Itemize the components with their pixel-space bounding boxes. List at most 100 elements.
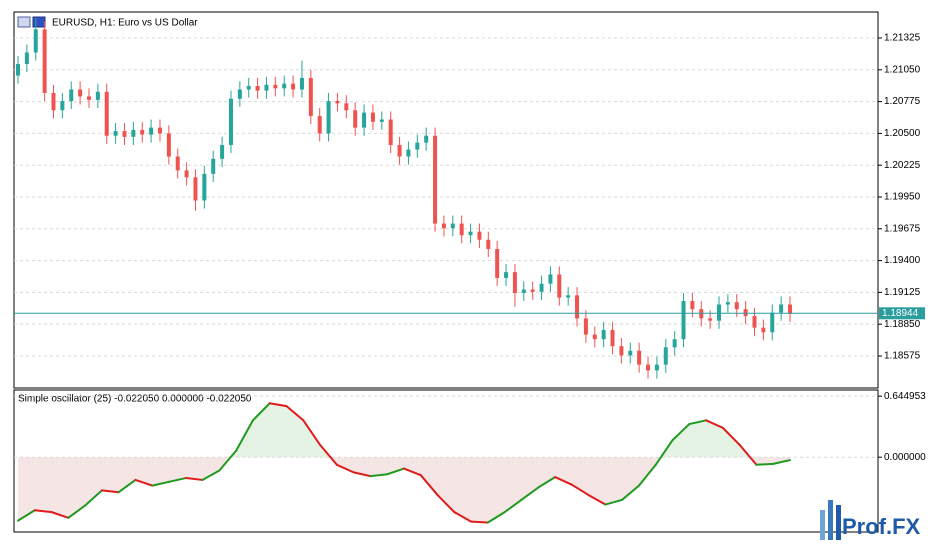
candle-body (441, 223, 446, 229)
oscillator-segment (637, 463, 657, 487)
candle-body (299, 77, 304, 90)
candle-body (202, 173, 207, 201)
y-tick-label: 1.21050 (884, 64, 921, 75)
candle-body (78, 89, 83, 97)
candle-body (406, 149, 411, 157)
oscillator-segment (537, 476, 557, 489)
candle-body (291, 83, 296, 90)
candle-body (788, 304, 792, 314)
candle-body (388, 119, 393, 145)
candle-body (619, 346, 624, 356)
oscillator-segment (100, 489, 120, 494)
candle-body (663, 347, 668, 365)
candle-body (157, 127, 162, 134)
y-tick-label: 1.21325 (884, 33, 921, 44)
candle-body (104, 91, 109, 136)
oscillator-segment (403, 467, 422, 477)
candle-body (779, 304, 784, 313)
oscillator-segment (50, 511, 70, 519)
candle-body (51, 92, 56, 111)
candle-body (477, 231, 482, 240)
y-tick-label: 1.18850 (884, 319, 921, 330)
candle-body (326, 101, 331, 134)
candle-body (95, 91, 100, 100)
candle-body (610, 329, 615, 347)
oscillator-segment (419, 474, 439, 497)
oscillator-segment (738, 443, 758, 466)
y-tick-label: 1.19125 (884, 287, 921, 298)
candle-body (521, 289, 526, 293)
candle-body (353, 110, 358, 128)
main-pane (13, 11, 879, 389)
candle-body (362, 112, 367, 128)
candle-body (113, 131, 118, 136)
oscillator-segment (721, 426, 741, 446)
candle-body (415, 142, 420, 150)
candle-body (42, 29, 47, 93)
area-above (230, 403, 751, 458)
candle-body (69, 89, 74, 102)
candle-body (450, 223, 455, 229)
candle-body (220, 144, 225, 159)
oscillator-segment (386, 467, 405, 476)
candle-body (512, 272, 517, 293)
candle-body (592, 334, 597, 340)
candle-body (752, 316, 757, 328)
candle-body (725, 302, 730, 305)
candle-body (131, 129, 136, 137)
oscillator-segment (335, 463, 355, 474)
candle-body (149, 127, 154, 135)
candle-body (566, 295, 571, 298)
candle-body (637, 350, 642, 365)
oscillator-segment (503, 498, 523, 514)
y-tick-label: 1.19400 (884, 255, 921, 266)
candle-body (397, 144, 402, 157)
oscillator-segment (520, 486, 540, 501)
candle-body (273, 84, 278, 89)
candle-body (681, 301, 686, 340)
candle-body (548, 274, 553, 284)
y-tick-label: 0.000000 (884, 452, 926, 463)
candle-body (86, 96, 91, 100)
candle-body (495, 249, 500, 278)
oscillator-segment (251, 402, 271, 422)
candle-body (344, 103, 349, 111)
y-tick-label: 1.20225 (884, 160, 921, 171)
candle-body (211, 158, 216, 174)
candle-body (60, 101, 65, 111)
oscillator-segment (235, 419, 254, 452)
oscillator-title: Simple oscillator (25) -0.022050 0.00000… (18, 394, 252, 405)
oscillator-segment (134, 478, 154, 487)
candle-body (255, 85, 260, 91)
candle-body (717, 304, 722, 321)
oscillator-segment (151, 480, 171, 487)
candle-body (16, 64, 20, 76)
oscillator-segment (218, 449, 238, 472)
candle-body (539, 283, 544, 292)
oscillator-segment (570, 483, 590, 497)
y-tick-label: 1.18575 (884, 351, 921, 362)
candle-body (654, 364, 659, 371)
oscillator-segment (705, 419, 724, 429)
candle-body (734, 302, 739, 310)
candle-body (601, 329, 606, 340)
price-label: 1.18944 (882, 308, 919, 319)
oscillator-segment (688, 419, 708, 426)
candle-body (459, 223, 464, 236)
oscillator-segment (67, 504, 87, 519)
oscillator-segment (470, 520, 489, 524)
candle-body (690, 301, 695, 310)
candle-body (504, 272, 509, 278)
oscillator-segment (33, 509, 53, 514)
candle-body (166, 133, 171, 157)
candle-body (33, 29, 38, 53)
candle-body (583, 318, 588, 335)
y-tick-label: 1.20775 (884, 96, 921, 107)
candle-body (175, 156, 180, 171)
oscillator-segment (84, 489, 103, 507)
candle-body (761, 327, 766, 333)
candle-body (24, 52, 29, 65)
oscillator-segment (453, 511, 473, 523)
candle-body (575, 295, 580, 319)
